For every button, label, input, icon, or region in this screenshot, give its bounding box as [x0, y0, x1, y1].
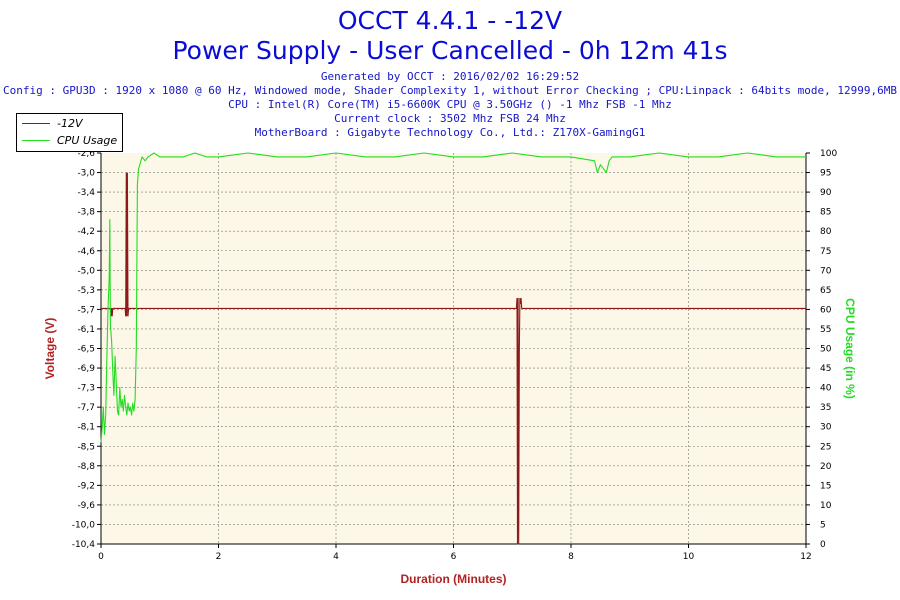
x-tick-label: 4	[333, 552, 339, 562]
y2-tick-label: 70	[820, 266, 832, 276]
y-tick-label: -5,0	[77, 266, 95, 276]
y-tick-label: -10,0	[72, 520, 96, 530]
clock-line: Current clock : 3502 Mhz FSB 24 Mhz	[334, 112, 566, 125]
y2-tick-label: 85	[820, 208, 831, 218]
y2-tick-label: 75	[820, 247, 831, 257]
chart-title: OCCT 4.4.1 - -12V	[337, 6, 563, 35]
config-line: Config : GPU3D : 1920 x 1080 @ 60 Hz, Wi…	[2, 84, 898, 97]
cpu-line: CPU : Intel(R) Core(TM) i5-6600K CPU @ 3…	[228, 98, 672, 111]
legend-label-cpu-usage: CPU Usage	[57, 134, 118, 147]
axes: -2,6 -3,0 -3,4 -3,8 -4,2 -4,6 -5,0 -5,3 -5,7 -6,1…	[72, 149, 838, 562]
y2-tick-label: 90	[820, 188, 832, 198]
data-series	[100, 152, 806, 545]
y-tick-label: -6,5	[77, 345, 95, 355]
y-tick-label: -7,3	[77, 384, 95, 394]
y2-tick-label: 20	[820, 462, 832, 472]
x-tick-label: 10	[683, 552, 695, 562]
legend-item-cpu-usage: CPU Usage	[17, 133, 122, 149]
y2-tick-label: 100	[820, 149, 837, 159]
y2-tick-label: 55	[820, 325, 831, 335]
y-tick-label: -9,2	[77, 481, 95, 491]
y2-tick-label: 95	[820, 169, 831, 179]
y-axis-title: Voltage (V)	[43, 318, 57, 380]
chart-legend: -12V CPU Usage	[16, 113, 123, 152]
y-tick-label: -8,1	[77, 423, 95, 433]
y-tick-label: -3,0	[77, 169, 95, 179]
y-tick-label: -9,6	[77, 501, 95, 511]
y2-tick-label: 30	[820, 423, 832, 433]
y-tick-label: -3,8	[77, 208, 95, 218]
y2-tick-label: 45	[820, 364, 831, 374]
y-tick-label: -10,4	[72, 540, 96, 550]
y2-tick-label: 35	[820, 403, 831, 413]
y2-tick-label: 65	[820, 286, 831, 296]
y-tick-label: -4,6	[77, 247, 95, 257]
chart-subtitle: Power Supply - User Cancelled - 0h 12m 4…	[172, 36, 728, 65]
y-tick-label: -5,7	[77, 305, 95, 315]
y-tick-label: -3,4	[77, 188, 95, 198]
y2-tick-label: 10	[820, 501, 832, 511]
x-tick-label: 2	[216, 552, 222, 562]
voltage-series-line	[101, 172, 806, 545]
y2-tick-label: 80	[820, 227, 832, 237]
x-axis-title: Duration (Minutes)	[401, 572, 507, 586]
y2-tick-label: 25	[820, 442, 831, 452]
cpu-usage-series-line	[100, 152, 806, 443]
legend-item-voltage: -12V	[17, 116, 122, 132]
y-tick-label: -8,8	[77, 462, 95, 472]
y-tick-label: -2,6	[77, 149, 95, 159]
y2-tick-label: 40	[820, 384, 832, 394]
y-tick-label: -4,2	[77, 227, 95, 237]
y2-tick-label: 60	[820, 305, 832, 315]
motherboard-line: MotherBoard : Gigabyte Technology Co., L…	[254, 126, 646, 139]
legend-swatch-cpu-usage	[22, 140, 50, 141]
y2-tick-label: 15	[820, 481, 831, 491]
legend-swatch-voltage	[22, 123, 50, 124]
x-tick-label: 6	[451, 552, 457, 562]
y-tick-label: -5,3	[77, 286, 95, 296]
chart-header: OCCT 4.4.1 - -12V Power Supply - User Ca…	[0, 0, 900, 140]
y-tick-label: -8,5	[77, 442, 95, 452]
y-tick-label: -6,1	[77, 325, 95, 335]
y-tick-label: -7,7	[77, 403, 95, 413]
legend-label-voltage: -12V	[57, 117, 83, 130]
y2-axis-title: CPU Usage (in %)	[843, 298, 857, 399]
generated-line: Generated by OCCT : 2016/02/02 16:29:52	[320, 70, 580, 83]
x-tick-label: 8	[568, 552, 574, 562]
y-tick-label: -6,9	[77, 364, 95, 374]
x-tick-label: 0	[98, 552, 104, 562]
grid-lines	[101, 153, 806, 544]
x-tick-label: 12	[800, 552, 811, 562]
y2-tick-label: 5	[820, 520, 826, 530]
y2-tick-label: 0	[820, 540, 826, 550]
y2-tick-label: 50	[820, 345, 832, 355]
